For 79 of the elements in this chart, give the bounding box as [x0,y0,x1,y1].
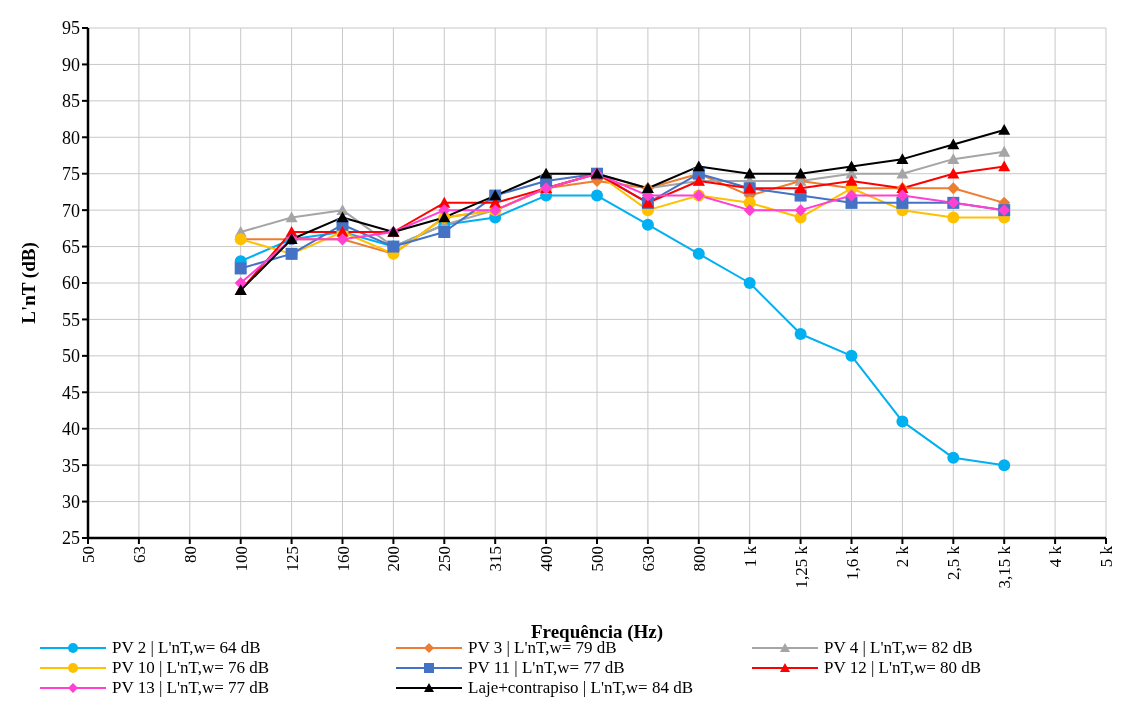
x-tick-label: 200 [384,546,404,572]
x-tick-label: 63 [129,546,149,563]
y-tick-label: 30 [62,491,80,512]
point [692,160,705,172]
y-tick-label: 75 [62,164,80,185]
point [845,349,858,362]
point [794,167,807,179]
x-tick-label: 5 k [1097,545,1117,568]
x-axis-title: Frequência (Hz) [530,621,664,643]
point [845,189,858,202]
x-tick-label: 630 [638,546,658,572]
y-tick-label: 90 [62,54,80,75]
x-tick-label: 4 k [1046,545,1066,568]
y-tick-label: 35 [62,455,80,476]
y-tick-label: 55 [62,309,80,330]
y-tick-label: 70 [62,200,80,221]
point [947,138,960,150]
point [947,167,960,179]
point [998,160,1011,172]
point [591,189,603,202]
x-tick-label: 3,15 k [995,545,1015,589]
point [794,182,807,194]
y-tick-label: 95 [62,18,80,39]
point [896,189,909,202]
y-tick-label: 40 [62,419,80,440]
point [845,175,858,186]
x-tick-label: 2 k [893,545,913,568]
x-tick-label: 800 [689,546,709,572]
legend-label: Laje+contrapiso | L'nT,w= 84 dB [468,678,694,698]
point [947,153,960,164]
y-tick-label: 65 [62,236,80,257]
point [285,211,298,223]
legend-label: PV 4 | L'nT,w= 82 dB [824,638,973,658]
x-tick-label: 1 k [740,545,760,568]
point [947,182,960,195]
x-tick-label: 80 [180,546,200,563]
point [998,145,1011,157]
x-tick-label: 50 [79,546,99,563]
y-tick-label: 60 [62,273,80,294]
x-tick-label: 125 [282,546,302,572]
legend-label: PV 11 | L'nT,w= 77 dB [468,658,625,678]
point [896,167,909,179]
point [743,204,756,217]
point [743,277,756,289]
y-axis-title: L'nT (dB) [17,242,40,324]
legend-label: PV 13 | L'nT,w= 77 dB [112,678,270,698]
point [540,167,553,179]
point [743,167,756,179]
legend-label: PV 2 | L'nT,w= 64 dB [112,638,261,658]
point [998,124,1011,135]
legend-label: PV 12 | L'nT,w= 80 dB [824,658,982,678]
point [896,153,909,164]
point [438,226,451,238]
point [845,160,858,172]
x-tick-label: 250 [435,546,455,572]
y-tick-label: 80 [62,127,80,148]
x-tick-label: 1,25 k [791,545,811,589]
legend-label: PV 10 | L'nT,w= 76 dB [112,658,270,678]
point [947,211,960,224]
x-tick-label: 500 [588,546,608,572]
point [947,451,960,464]
x-tick-label: 100 [231,546,251,572]
point [896,415,909,428]
x-tick-label: 2,5 k [944,545,964,580]
x-tick-label: 160 [333,546,353,572]
x-tick-label: 400 [537,546,557,572]
y-tick-label: 45 [62,382,80,403]
x-tick-label: 315 [486,546,506,572]
point [692,247,705,260]
y-tick-label: 85 [62,91,80,112]
point [794,204,807,217]
y-tick-label: 25 [62,528,80,549]
point [794,328,807,340]
y-tick-label: 50 [62,346,80,367]
x-tick-label: 1,6 k [842,545,862,580]
point [998,459,1011,472]
point [234,262,247,275]
point [336,211,349,223]
point [641,218,654,231]
